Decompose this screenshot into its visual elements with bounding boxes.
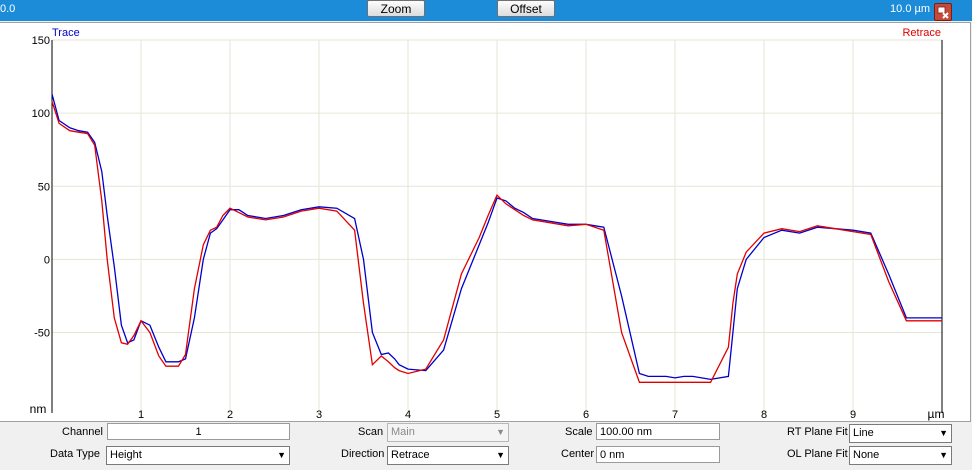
scan-select[interactable]: Main ▼ [387, 423, 509, 442]
series-line-retrace [51, 101, 942, 383]
chevron-down-icon: ▼ [939, 428, 948, 438]
center-field[interactable]: 0 nm [596, 446, 720, 463]
ol-plane-fit-select[interactable]: None ▼ [849, 446, 952, 465]
y-tick-label: 150 [32, 35, 50, 47]
scale-label: Scale [565, 426, 593, 438]
x-tick-label: 4 [405, 409, 411, 421]
range-start-value: 0.0 [0, 3, 16, 15]
close-icon[interactable] [934, 3, 952, 21]
scan-value: Main [391, 426, 415, 438]
channel-label: Channel [62, 426, 103, 438]
scale-field[interactable]: 100.00 nm [596, 423, 720, 440]
x-tick-label: 6 [583, 409, 589, 421]
x-axis-label: µm [928, 407, 945, 421]
profile-chart[interactable]: 1 2 3 4 5 6 7 8 9 150 100 50 0 -50 nm µm Trace Retrace [0, 22, 971, 422]
ol-plane-fit-label: OL Plane Fit [787, 448, 848, 460]
rt-plane-fit-label: RT Plane Fit [787, 426, 848, 438]
legend-retrace: Retrace [902, 27, 941, 39]
chevron-down-icon: ▼ [939, 450, 948, 460]
chevron-down-icon: ▼ [496, 450, 505, 460]
x-tick-label: 9 [850, 409, 856, 421]
data-type-label: Data Type [50, 448, 100, 460]
ol-plane-fit-value: None [853, 449, 880, 461]
data-type-value: Height [110, 449, 142, 461]
line-profile-svg: 1 2 3 4 5 6 7 8 9 150 100 50 0 -50 nm µm Trace Retrace [30, 27, 945, 421]
y-tick-label: 100 [32, 108, 50, 120]
channel-field[interactable]: 1 [107, 423, 290, 440]
x-tick-label: 8 [761, 409, 767, 421]
legend-trace: Trace [52, 27, 80, 39]
chevron-down-icon: ▼ [496, 427, 505, 437]
direction-select[interactable]: Retrace ▼ [387, 446, 509, 465]
zoom-button[interactable]: Zoom [367, 0, 425, 17]
direction-label: Direction [341, 448, 385, 460]
y-tick-label: 50 [38, 181, 50, 193]
x-tick-label: 5 [494, 409, 500, 421]
direction-value: Retrace [391, 449, 430, 461]
chevron-down-icon: ▼ [277, 450, 286, 460]
y-axis-label: nm [30, 402, 47, 416]
range-end-value: 10.0 µm [890, 3, 930, 15]
center-label: Center [561, 448, 595, 460]
rt-plane-fit-select[interactable]: Line ▼ [849, 424, 952, 443]
scan-label: Scan [358, 426, 384, 438]
close-glyph-icon [937, 6, 949, 19]
y-tick-label: -50 [34, 328, 50, 340]
data-type-select[interactable]: Height ▼ [106, 446, 290, 465]
y-tick-label: 0 [44, 254, 50, 266]
offset-button[interactable]: Offset [497, 0, 555, 17]
x-tick-label: 2 [227, 409, 233, 421]
plot-toolbar: 0.0 Zoom Offset 10.0 µm [0, 0, 972, 21]
series-line-trace [51, 93, 942, 381]
x-tick-label: 3 [316, 409, 322, 421]
rt-plane-fit-value: Line [853, 427, 874, 439]
x-tick-label: 1 [138, 409, 144, 421]
x-tick-label: 7 [672, 409, 678, 421]
